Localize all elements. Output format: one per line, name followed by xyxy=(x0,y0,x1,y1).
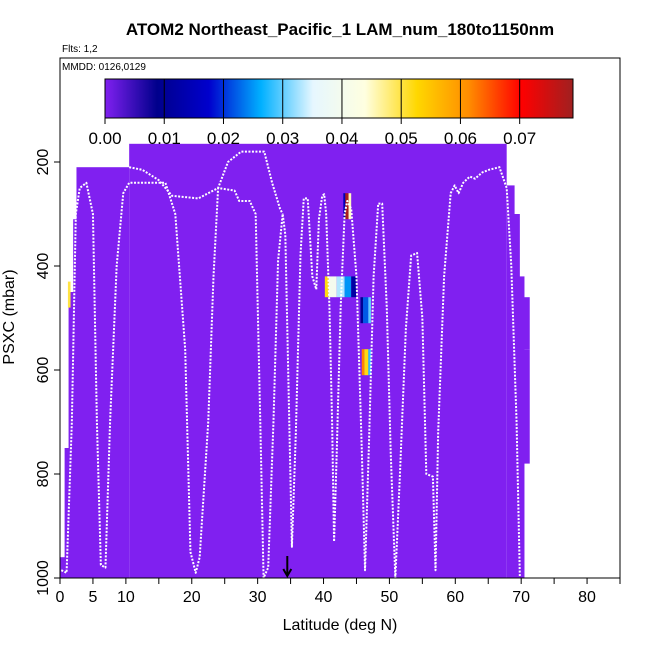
axes: 0 5 10 20 30 40 50 60 70 80 200 400 600 800 1000 xyxy=(35,57,621,606)
value-cell-2 xyxy=(343,193,346,220)
value-cell-10 xyxy=(368,297,371,324)
x-tick-label: 50 xyxy=(381,589,399,606)
plot-inner xyxy=(60,143,530,578)
x-tick-label: 40 xyxy=(315,589,333,606)
value-cell-12 xyxy=(364,349,369,376)
coverage-cell-10 xyxy=(522,349,530,464)
coverage-cell-6 xyxy=(506,185,515,578)
colorbar-tick-label: 0.01 xyxy=(148,129,181,148)
colorbar: 0.00 0.01 0.02 0.03 0.04 0.05 0.06 0.07 xyxy=(88,78,574,148)
x-tick-label: 30 xyxy=(249,589,267,606)
x-tick-label: 0 xyxy=(56,589,65,606)
colorbar-tick-label: 0.07 xyxy=(503,129,536,148)
coverage-cell-9 xyxy=(522,297,530,350)
value-cell-8 xyxy=(360,297,364,324)
plot-area xyxy=(60,143,530,578)
y-tick-label: 400 xyxy=(35,253,52,280)
plot-frame xyxy=(59,57,621,579)
value-cell-13 xyxy=(368,349,371,376)
flight-track-upper xyxy=(128,150,284,215)
y-axis-label: PSXC (mbar) xyxy=(1,269,18,364)
coverage-cell-2 xyxy=(68,292,78,578)
value-cell-3 xyxy=(324,276,329,298)
value-cell-7 xyxy=(351,276,357,298)
y-tick-label: 600 xyxy=(35,357,52,384)
y-tick-label: 800 xyxy=(35,461,52,488)
value-cell-14 xyxy=(67,281,71,308)
chart-title: ATOM2 Northeast_Pacific_1 LAM_num_180to1… xyxy=(126,20,554,39)
x-tick-label: 80 xyxy=(578,589,596,606)
coverage-cell-4 xyxy=(76,167,130,578)
flights-note: Flts: 1,2 xyxy=(62,44,98,55)
coverage-cell-8 xyxy=(515,276,525,578)
value-cell-9 xyxy=(363,297,369,324)
value-cell-6 xyxy=(344,276,352,298)
latitude-marker-arrow-head xyxy=(282,568,293,579)
colorbar-tick-label: 0.00 xyxy=(88,129,121,148)
value-cell-0 xyxy=(344,193,349,220)
colorbar-tick-label: 0.04 xyxy=(325,129,358,148)
value-cell-4 xyxy=(328,276,337,298)
x-axis-label: Latitude (deg N) xyxy=(283,617,398,634)
x-tick-label: 70 xyxy=(512,589,530,606)
x-tick-label: 10 xyxy=(117,589,135,606)
value-cell-5 xyxy=(336,276,345,298)
y-tick-label: 1000 xyxy=(35,560,52,596)
colorbar-tick-label: 0.06 xyxy=(444,129,477,148)
coverage-cell-0 xyxy=(60,557,70,578)
y-tick-label: 200 xyxy=(35,149,52,176)
colorbar-tick-label: 0.03 xyxy=(266,129,299,148)
value-cell-11 xyxy=(361,349,365,376)
coverage-cell-5 xyxy=(129,143,507,578)
x-tick-label: 5 xyxy=(88,589,97,606)
colorbar-tick-label: 0.05 xyxy=(385,129,418,148)
x-tick-label: 60 xyxy=(446,589,464,606)
colorbar-gradient xyxy=(104,78,574,119)
colorbar-tick-label: 0.02 xyxy=(207,129,240,148)
value-cell-1 xyxy=(348,193,352,220)
date-note: MMDD: 0126,0129 xyxy=(62,62,146,73)
x-tick-label: 20 xyxy=(183,589,201,606)
